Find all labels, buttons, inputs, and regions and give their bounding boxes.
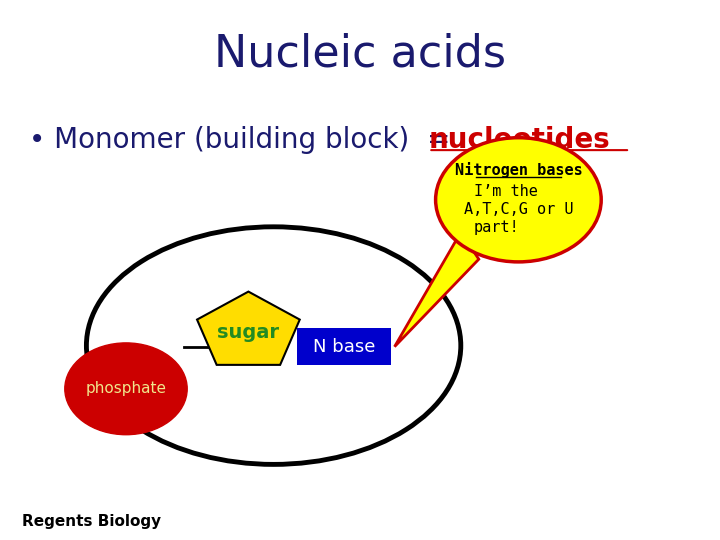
Text: sugar: sugar — [217, 322, 279, 342]
Ellipse shape — [436, 138, 601, 262]
Text: nucleotides: nucleotides — [428, 126, 610, 154]
FancyBboxPatch shape — [297, 328, 391, 365]
Text: phosphate: phosphate — [86, 381, 166, 396]
Polygon shape — [197, 292, 300, 365]
Text: N base: N base — [313, 338, 375, 356]
Text: part!: part! — [474, 220, 520, 235]
Text: • Monomer (building block)  =: • Monomer (building block) = — [29, 126, 468, 154]
Text: I’m the: I’m the — [474, 184, 537, 199]
Text: Nucleic acids: Nucleic acids — [214, 32, 506, 76]
Text: Nitrogen bases: Nitrogen bases — [454, 162, 582, 178]
Text: A,T,C,G or U: A,T,C,G or U — [464, 202, 573, 217]
Circle shape — [65, 343, 187, 435]
Polygon shape — [395, 232, 479, 347]
Text: Regents Biology: Regents Biology — [22, 514, 161, 529]
